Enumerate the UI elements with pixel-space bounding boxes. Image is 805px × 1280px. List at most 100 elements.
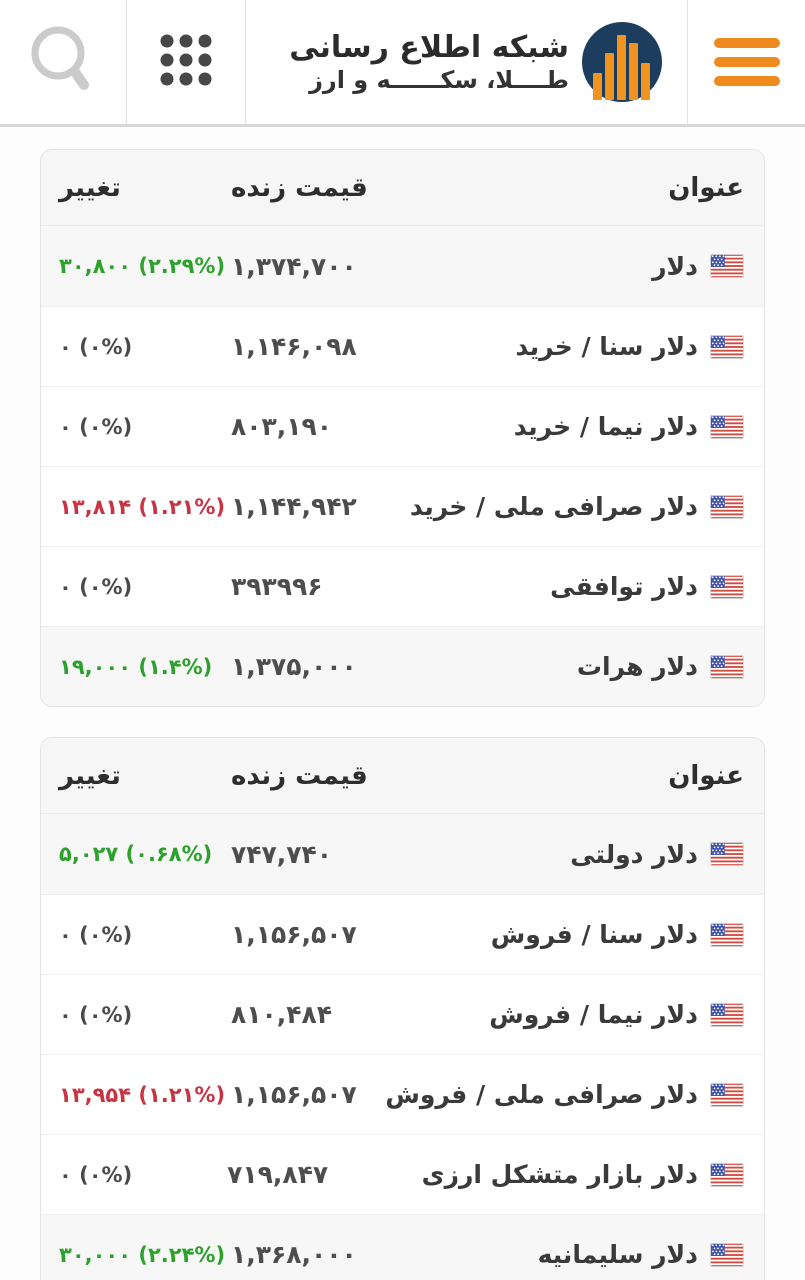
site-logo[interactable]: شبکه اطلاع رسانی طــــلا، سکــــــه و ار… <box>246 0 687 124</box>
menu-button[interactable] <box>688 0 805 124</box>
table-row[interactable]: دلار سنا / خرید ۱,۱۴۶,۰۹۸ ۰ (۰%) <box>41 306 764 386</box>
currency-name: دلار صرافی ملی / خرید <box>409 492 698 521</box>
price-change: ۱۹,۰۰۰ (۱.۴%) <box>59 654 213 679</box>
table-row[interactable]: دلار سلیمانیه ۱,۳۶۸,۰۰۰ ۳۰,۰۰۰ (۲.۲۴%) <box>41 1214 764 1280</box>
us-flag-icon <box>710 1082 744 1107</box>
site-subtitle: طــــلا، سکــــــه و ارز <box>309 66 569 95</box>
currency-name: دلار صرافی ملی / فروش <box>385 1080 698 1109</box>
table-row[interactable]: دلار توافقی ۳۹۳۹۹۶ ۰ (۰%) <box>41 546 764 626</box>
price-change: ۰ (۰%) <box>59 574 133 599</box>
column-live-price: قیمت زنده <box>231 760 368 791</box>
us-flag-icon <box>710 334 744 359</box>
search-icon <box>27 24 99 100</box>
us-flag-icon <box>710 1162 744 1187</box>
table-header-row: عنوان قیمت زنده تغییر <box>41 738 764 814</box>
header-divider <box>245 0 246 124</box>
us-flag-icon <box>710 654 744 679</box>
column-change: تغییر <box>59 172 121 203</box>
table-row[interactable]: دلار سنا / فروش ۱,۱۵۶,۵۰۷ ۰ (۰%) <box>41 894 764 974</box>
currency-name: دلار نیما / خرید <box>513 412 698 441</box>
us-flag-icon <box>710 1002 744 1027</box>
currency-name: دلار هرات <box>576 652 698 681</box>
price-change: ۳۰,۰۰۰ (۲.۲۴%) <box>59 1242 226 1267</box>
us-flag-icon <box>710 414 744 439</box>
us-flag-icon <box>710 842 744 866</box>
live-price: ۱,۱۵۶,۵۰۷ <box>231 1080 357 1109</box>
currency-title-cell: دلار سلیمانیه <box>431 1215 764 1280</box>
currency-title-cell: دلار صرافی ملی / خرید <box>410 467 764 546</box>
currency-name: دلار توافقی <box>550 572 698 601</box>
price-change: ۰ (۰%) <box>59 1002 133 1027</box>
currency-name: دلار دولتی <box>570 839 698 869</box>
header-divider <box>687 0 688 124</box>
table-row[interactable]: دلار ۱,۳۷۴,۷۰۰ ۳۰,۸۰۰ (۲.۲۹%) <box>41 226 764 306</box>
table-header-row: عنوان قیمت زنده تغییر <box>41 150 764 226</box>
live-price: ۷۱۹,۸۴۷ <box>227 1160 329 1189</box>
live-price: ۸۰۳,۱۹۰ <box>231 412 333 441</box>
currency-name: دلار <box>652 251 698 281</box>
price-change: ۰ (۰%) <box>59 922 133 947</box>
live-price: ۱,۱۵۶,۵۰۷ <box>231 920 357 949</box>
us-flag-icon <box>710 574 744 599</box>
content-area: عنوان قیمت زنده تغییر دلار ۱,۳۷۴,۷۰۰ ۳۰,۸۰… <box>0 127 805 1280</box>
apps-menu-button[interactable] <box>127 0 245 124</box>
live-price: ۷۴۷,۷۴۰ <box>231 839 333 869</box>
currency-name: دلار بازار متشکل ارزی <box>421 1160 698 1189</box>
currency-title-cell: دلار نیما / خرید <box>431 387 764 466</box>
currency-title-cell: دلار نیما / فروش <box>431 975 764 1054</box>
price-change: ۵,۰۲۷ (۰.۶۸%) <box>59 842 213 866</box>
price-change: ۱۳,۸۱۴ (۱.۲۱%) <box>59 494 226 519</box>
currency-name: دلار سنا / فروش <box>490 920 698 949</box>
currency-title-cell: دلار توافقی <box>431 547 764 626</box>
currency-title-cell: دلار <box>431 226 764 306</box>
column-change: تغییر <box>59 760 121 791</box>
live-price: ۱,۱۴۶,۰۹۸ <box>231 332 357 361</box>
currency-name: دلار سنا / خرید <box>515 332 698 361</box>
us-flag-icon <box>710 1242 744 1267</box>
logo-text-block: شبکه اطلاع رسانی طــــلا، سکــــــه و ار… <box>289 29 569 95</box>
table-row[interactable]: دلار هرات ۱,۳۷۵,۰۰۰ ۱۹,۰۰۰ (۱.۴%) <box>41 626 764 706</box>
us-flag-icon <box>710 494 744 519</box>
currency-name: دلار سلیمانیه <box>537 1240 698 1269</box>
price-change: ۰ (۰%) <box>59 1162 133 1187</box>
table-row[interactable]: دلار نیما / خرید ۸۰۳,۱۹۰ ۰ (۰%) <box>41 386 764 466</box>
currency-title-cell: دلار دولتی <box>431 814 764 894</box>
currency-title-cell: دلار هرات <box>431 627 764 706</box>
currency-title-cell: دلار سنا / خرید <box>431 307 764 386</box>
live-price: ۱,۳۶۸,۰۰۰ <box>231 1240 357 1269</box>
apps-grid-icon <box>158 32 214 92</box>
live-price: ۱,۱۴۴,۹۴۲ <box>231 492 357 521</box>
currency-title-cell: دلار بازار متشکل ارزی <box>422 1135 764 1214</box>
currency-title-cell: دلار صرافی ملی / فروش <box>385 1055 764 1134</box>
column-title: عنوان <box>668 172 744 203</box>
header-divider <box>126 0 127 124</box>
price-change: ۱۳,۹۵۴ (۱.۲۱%) <box>59 1082 226 1107</box>
live-price: ۸۱۰,۴۸۴ <box>231 1000 333 1029</box>
currency-table-1: عنوان قیمت زنده تغییر دلار ۱,۳۷۴,۷۰۰ ۳۰,۸۰… <box>40 149 765 707</box>
search-button[interactable] <box>0 0 126 124</box>
live-price: ۱,۳۷۵,۰۰۰ <box>231 652 357 681</box>
live-price: ۱,۳۷۴,۷۰۰ <box>231 251 357 281</box>
currency-title-cell: دلار سنا / فروش <box>431 895 764 974</box>
logo-bar-chart-icon <box>581 21 663 103</box>
currency-name: دلار نیما / فروش <box>489 1000 698 1029</box>
column-live-price: قیمت زنده <box>231 172 368 203</box>
hamburger-menu-icon <box>713 38 780 86</box>
price-change: ۰ (۰%) <box>59 414 133 439</box>
table-row[interactable]: دلار بازار متشکل ارزی ۷۱۹,۸۴۷ ۰ (۰%) <box>41 1134 764 1214</box>
table-row[interactable]: دلار صرافی ملی / فروش ۱,۱۵۶,۵۰۷ ۱۳,۹۵۴ (۱.… <box>41 1054 764 1134</box>
table-row[interactable]: دلار صرافی ملی / خرید ۱,۱۴۴,۹۴۲ ۱۳,۸۱۴ (۱.… <box>41 466 764 546</box>
live-price: ۳۹۳۹۹۶ <box>231 572 323 601</box>
column-title: عنوان <box>668 760 744 791</box>
price-change: ۰ (۰%) <box>59 334 133 359</box>
table-rows: دلار ۱,۳۷۴,۷۰۰ ۳۰,۸۰۰ (۲.۲۹%) دلار سنا / خر… <box>41 226 764 706</box>
us-flag-icon <box>710 254 744 278</box>
price-change: ۳۰,۸۰۰ (۲.۲۹%) <box>59 254 226 278</box>
table-rows: دلار دولتی ۷۴۷,۷۴۰ ۵,۰۲۷ (۰.۶۸%) دلار سنا /… <box>41 814 764 1280</box>
currency-table-2: عنوان قیمت زنده تغییر دلار دولتی ۷۴۷,۷۴۰ ۵… <box>40 737 765 1280</box>
site-title: شبکه اطلاع رسانی <box>289 29 569 65</box>
app-header: شبکه اطلاع رسانی طــــلا، سکــــــه و ار… <box>0 0 805 127</box>
table-row[interactable]: دلار دولتی ۷۴۷,۷۴۰ ۵,۰۲۷ (۰.۶۸%) <box>41 814 764 894</box>
table-row[interactable]: دلار نیما / فروش ۸۱۰,۴۸۴ ۰ (۰%) <box>41 974 764 1054</box>
us-flag-icon <box>710 922 744 947</box>
